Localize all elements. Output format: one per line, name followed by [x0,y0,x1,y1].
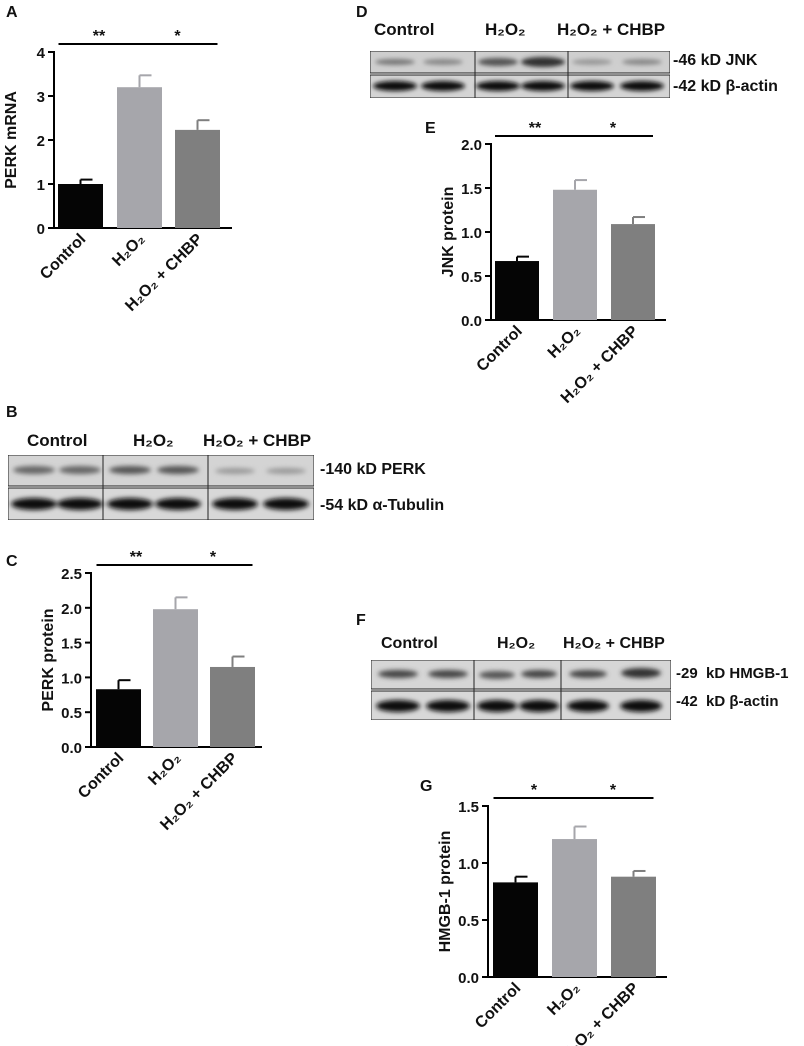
chart-c-ytick-label: 0.5 [61,705,82,722]
chart-e-ytick-label: 0.0 [461,313,482,330]
blot-d-mark-actin: -42 kD β-actin [673,78,778,95]
blot-b-lane-h2o2: H₂O₂ [133,431,174,450]
blot-d-lane-chbp: H₂O₂ + CHBP [557,20,666,39]
blot-b-image [8,455,314,520]
panel-label-d: D [356,4,368,21]
chart-g-ylabel: HMGB-1 protein [437,831,454,953]
chart-e-ylabel: JNK protein [440,187,457,278]
chart-a-bar-control [58,184,103,228]
chart-e-category-label: Control [474,323,526,375]
chart-a-sig-label: ** [93,28,106,45]
chart-g-sig-label: * [531,782,538,799]
chart-e-ytick-label: 1.0 [461,225,482,242]
chart-a-sig-label: * [174,28,181,45]
chart-c-category-label: Control [75,750,127,802]
chart-a-ytick-label: 0 [37,221,45,238]
panel-label-b: B [6,404,18,421]
chart-a-ytick-label: 3 [37,89,45,106]
chart-c-ytick-label: 0.0 [61,740,82,757]
blot-b-lane-chbp: H₂O₂ + CHBP [203,431,312,450]
chart-c-ytick-label: 1.5 [61,636,82,653]
blot-b-mark-tubulin: -54 kD α-Tubulin [320,497,445,514]
chart-a-category-label: Control [37,231,89,283]
blot-d-lane-h2o2: H₂O₂ [485,20,526,39]
chart-e-sig-label: * [610,120,617,137]
chart-c-bar-chbp [210,666,255,747]
blot-f-mark-hmgb1: -29 kD HMGB-1 [676,665,789,682]
blot-d-mark-jnk: -46 kD JNK [673,52,758,69]
chart-c-ylabel: PERK protein [40,608,57,711]
chart-c-category-label: H₂O₂ [145,750,184,789]
chart-c-ytick-label: 2.5 [61,566,82,583]
chart-e-bar-chbp [611,224,655,320]
chart-c-bar-h2o2 [153,609,198,747]
chart-a-ytick-label: 4 [37,45,46,62]
chart-g-bar-h2o2 [552,839,597,977]
blot-f-lane-h2o2: H₂O₂ [497,635,536,652]
chart-c-sig-label: ** [130,549,143,566]
chart-c-bar-control [96,689,141,747]
chart-a-bar-h2o2 [117,87,162,228]
chart-e-category-label: H₂O₂ [545,323,584,362]
panel-label-a: A [6,4,18,21]
panel-label-f: F [356,612,366,629]
chart-c-ytick-label: 2.0 [61,601,82,618]
panel-label-e: E [425,120,436,137]
chart-a-bar-chbp [175,129,220,228]
chart-a-category-label: H₂O₂ [109,231,148,270]
panel-label-g: G [420,778,433,795]
chart-g-ytick-label: 1.5 [458,799,479,816]
chart-c-perk-protein: 0.0 0.5 1.0 1.5 2.0 2.5 PERK protein Control H₂O… [40,549,262,834]
chart-g-bar-control [493,882,538,977]
chart-e-sig-label: ** [529,120,542,137]
chart-g-ytick-label: 0.5 [458,913,479,930]
chart-g-ytick-label: 0.0 [458,970,479,987]
chart-a-ylabel: PERK mRNA [3,91,20,189]
chart-e-bar-h2o2 [553,189,597,320]
panel-label-c: C [6,553,18,570]
blot-f-lane-control: Control [381,635,438,652]
chart-g-category-label: H₂O₂ [544,980,583,1019]
chart-a-ytick-label: 2 [37,133,45,150]
chart-g-sig-label: * [610,782,617,799]
blot-f-image [371,660,671,720]
blot-d-image [370,51,670,98]
chart-a-ytick-label: 1 [37,177,45,194]
blot-f-lane-chbp: H₂O₂ + CHBP [563,635,665,652]
chart-e-ytick-label: 2.0 [461,137,482,154]
chart-g-bar-chbp [611,876,656,977]
blot-f-mark-actin: -42 kD β-actin [676,693,779,710]
blot-b-lane-control: Control [27,431,88,450]
chart-c-ytick-label: 1.0 [61,670,82,687]
chart-e-bar-control [495,261,539,320]
chart-g-ytick-label: 1.0 [458,856,479,873]
chart-e-ytick-label: 0.5 [461,269,482,286]
blot-d-lane-control: Control [374,20,435,39]
chart-e-ytick-label: 1.5 [461,181,482,198]
chart-g-category-label: Control [472,980,524,1032]
blot-b-mark-perk: -140 kD PERK [320,461,426,478]
chart-c-sig-label: * [210,549,217,566]
